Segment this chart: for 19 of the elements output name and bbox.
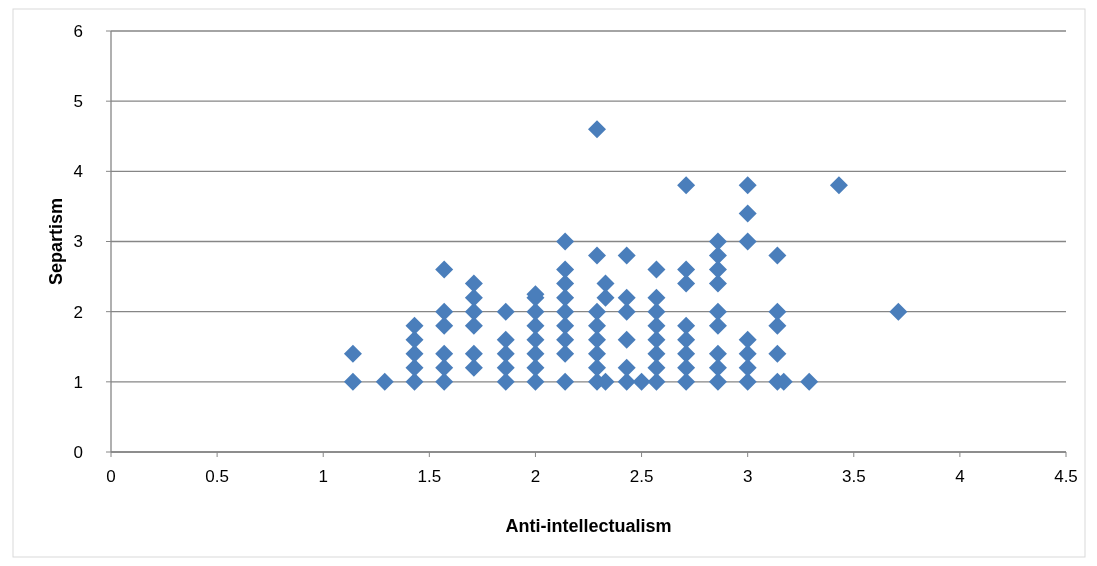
y-tick-label: 2 bbox=[73, 302, 83, 322]
y-tick-label: 0 bbox=[73, 442, 83, 462]
y-tick-label: 3 bbox=[73, 232, 83, 252]
x-axis-title: Anti-intellectualism bbox=[505, 516, 672, 536]
y-tick-label: 1 bbox=[73, 372, 83, 392]
x-tick-label: 1.5 bbox=[417, 467, 442, 486]
y-tick-label: 6 bbox=[73, 21, 83, 41]
x-tick-label: 3 bbox=[742, 467, 753, 486]
x-tick-label: 3.5 bbox=[841, 467, 866, 486]
x-tick-label: 0 bbox=[106, 467, 116, 486]
x-tick-label: 4.5 bbox=[1054, 467, 1078, 486]
x-tick-label: 4 bbox=[955, 467, 965, 486]
x-tick-label: 2.5 bbox=[629, 467, 654, 486]
x-tick-label: 2 bbox=[530, 467, 541, 486]
y-axis-title: Separtism bbox=[46, 197, 66, 286]
y-tick-label: 5 bbox=[73, 92, 83, 112]
y-tick-label: 4 bbox=[73, 162, 83, 182]
x-tick-label: 0.5 bbox=[205, 467, 229, 486]
x-tick-label: 1 bbox=[318, 467, 328, 486]
